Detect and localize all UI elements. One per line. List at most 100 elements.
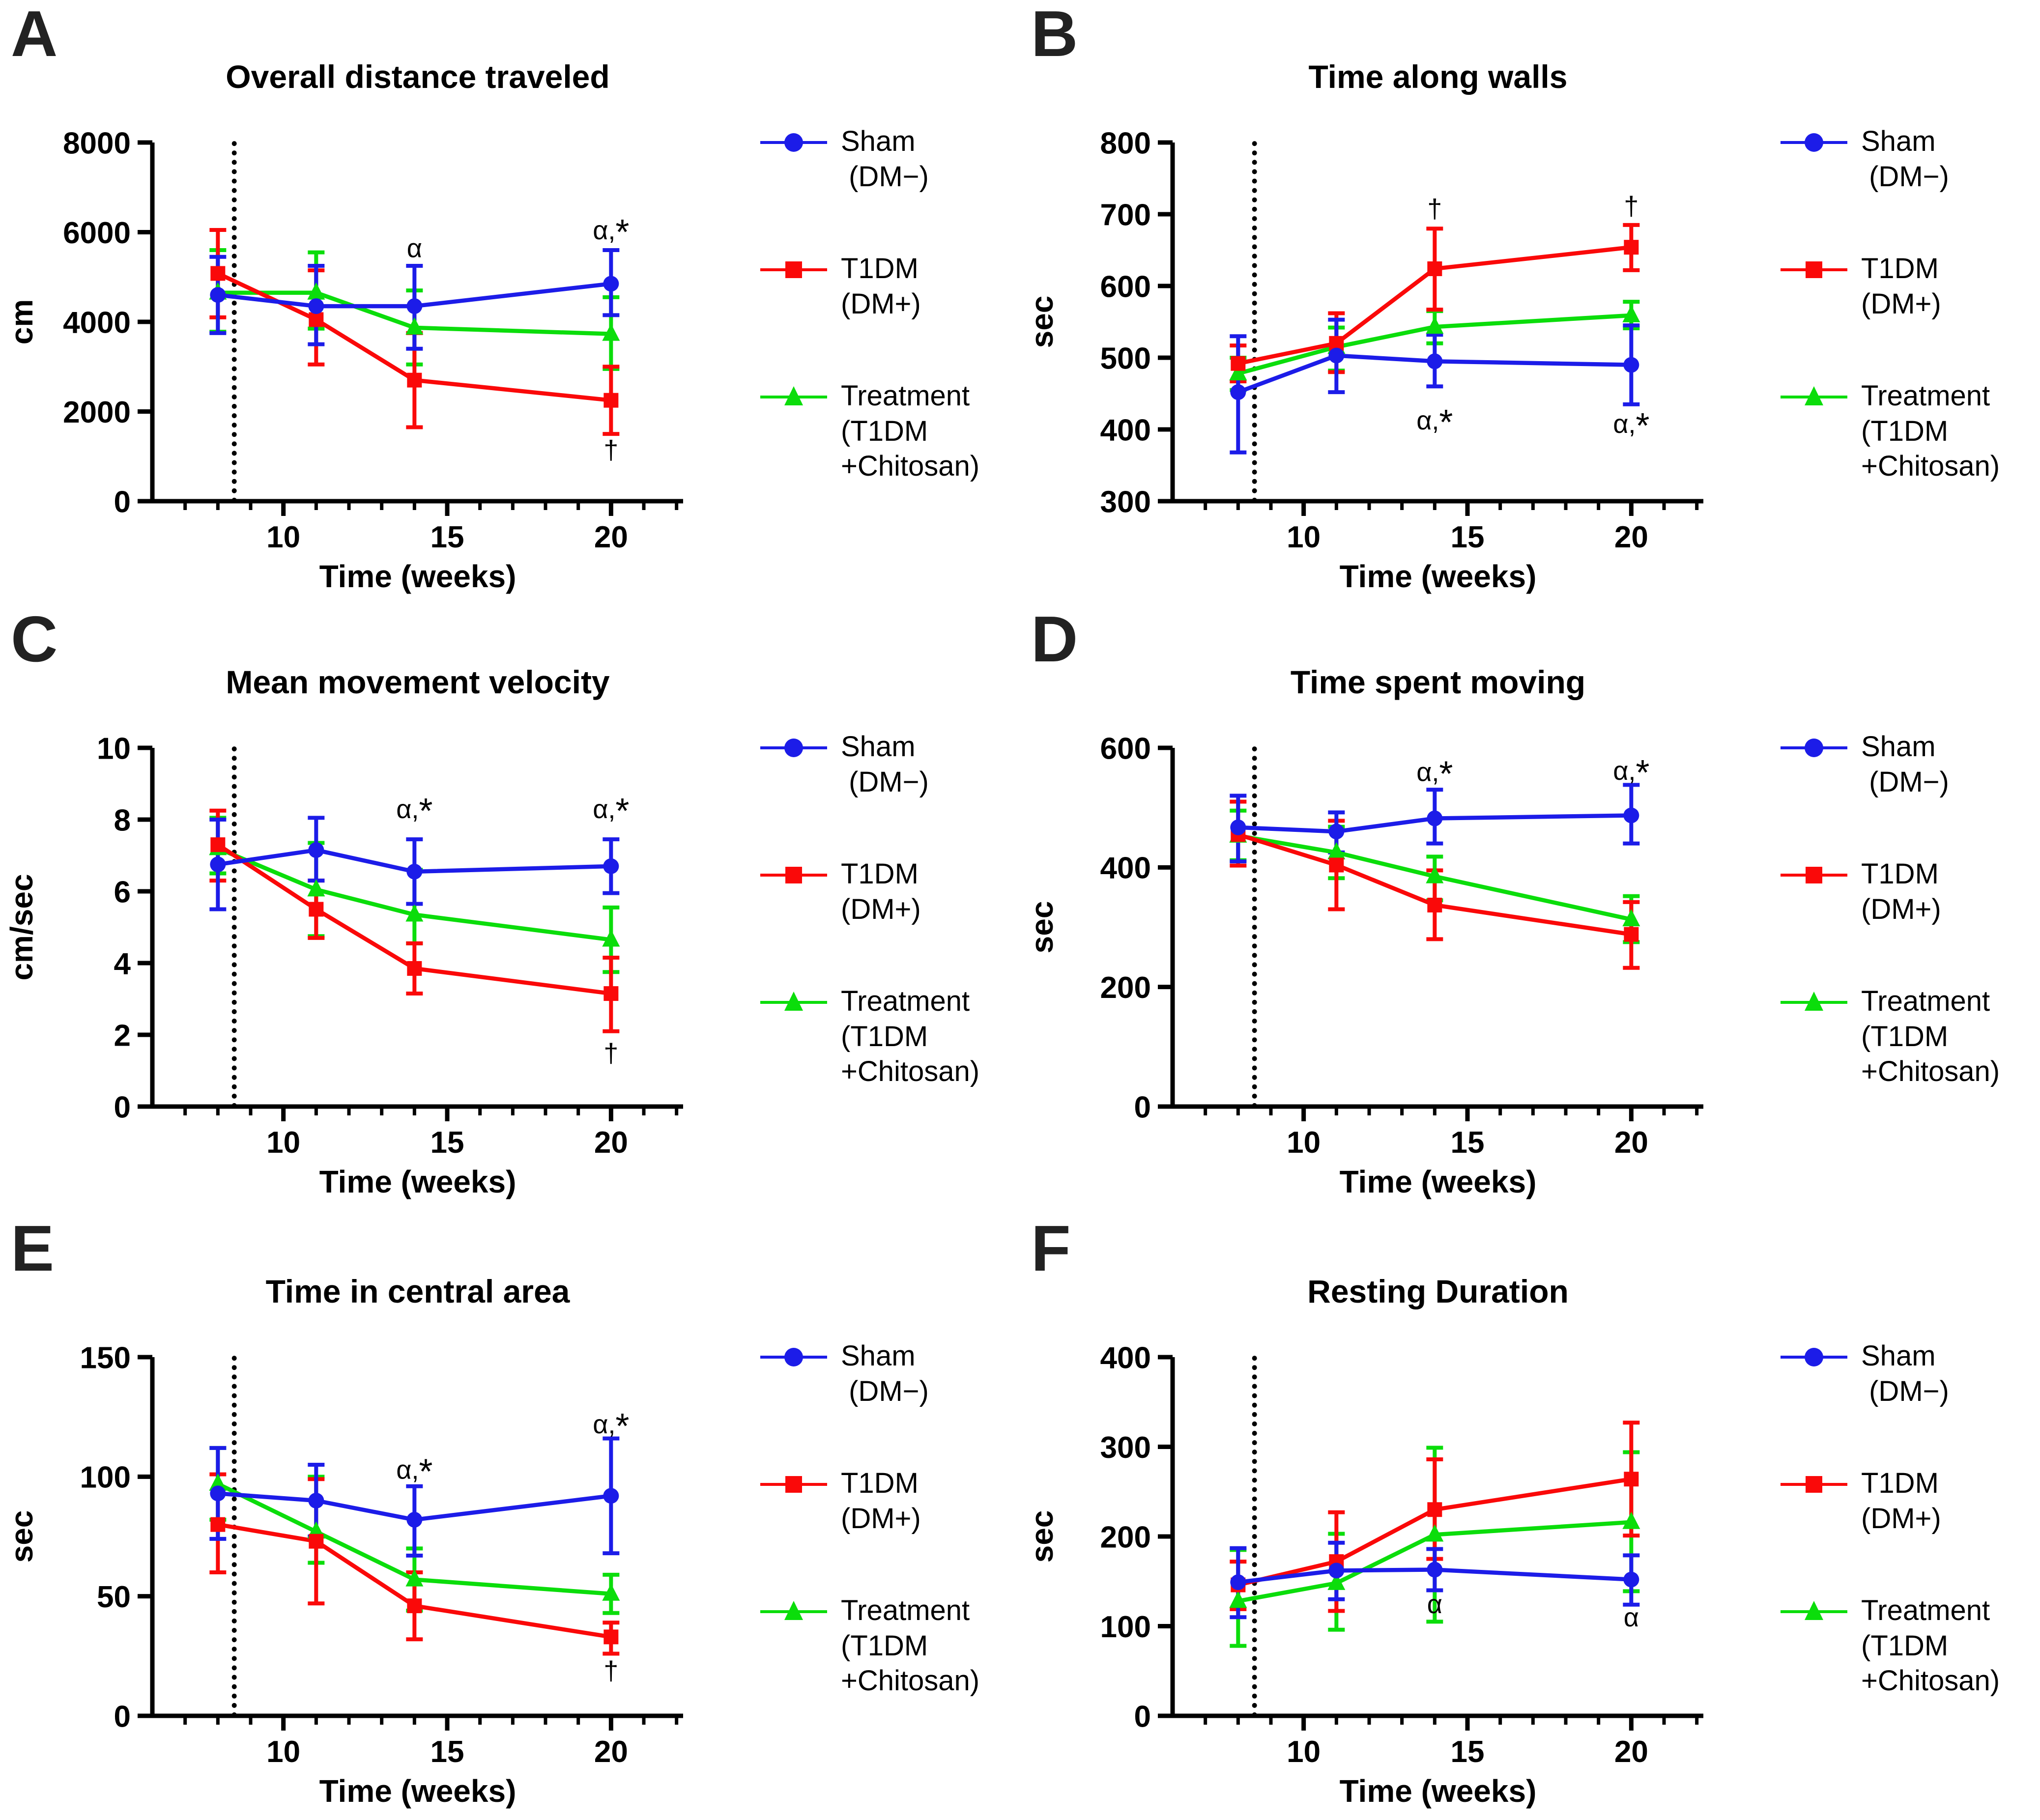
y-tick-label: 8000 [63, 126, 131, 160]
y-tick-label: 100 [1100, 1610, 1151, 1644]
t1dm-square-marker-icon [1781, 1476, 1847, 1493]
y-tick-label: 50 [97, 1580, 131, 1614]
legend-label-line: (T1DM [1861, 415, 1949, 447]
y-tick-label: 6 [114, 875, 131, 909]
legend-label-line: T1DM [841, 1467, 919, 1499]
data-point [1230, 1574, 1246, 1591]
significance-annotation: α,* [396, 1452, 432, 1492]
data-point [405, 1569, 424, 1587]
data-point [1231, 356, 1246, 371]
legend-entry-treatment: Treatment (T1DM +Chitosan) [1780, 1593, 2000, 1699]
legend-label-line: (DM+) [1861, 893, 1941, 925]
data-point [307, 879, 325, 897]
circle-glyph [784, 133, 803, 152]
data-point [210, 837, 226, 853]
legend-label: T1DM (DM+) [841, 1466, 921, 1536]
triangle-glyph [784, 386, 803, 405]
t1dm-square-marker-icon [1781, 261, 1847, 278]
significance-annotation: α,* [593, 792, 629, 831]
legend-label-line: Treatment [841, 1594, 970, 1626]
data-point [1427, 897, 1442, 912]
x-axis-title: Time (weeks) [319, 559, 517, 594]
y-tick-label: 0 [1134, 1700, 1151, 1734]
series-sham-markers [210, 1485, 619, 1528]
data-point [1230, 819, 1246, 835]
legend-entry-t1dm: T1DM (DM+) [1780, 1466, 2000, 1536]
data-point [1327, 1572, 1346, 1590]
data-point [1229, 1591, 1247, 1608]
series-treatment-line [217, 1482, 611, 1596]
legend-label: T1DM (DM+) [1861, 1466, 1941, 1536]
square-glyph [785, 866, 802, 883]
series-t1dm-line [217, 1522, 611, 1639]
circle-glyph [784, 1348, 803, 1366]
plot-area-B: 10 15 20 300 400 500 600 700 800 sec † † α,* α,* [1024, 126, 1703, 554]
y-axis-title: cm/sec [4, 874, 39, 980]
legend-label-line: (DM+) [841, 287, 921, 320]
circle-glyph [1805, 739, 1823, 757]
data-point [210, 287, 226, 303]
legend-entry-sham: Sham (DM−) [759, 1338, 979, 1409]
sham-circle-marker-icon [1781, 739, 1847, 757]
triangle-glyph [784, 1600, 803, 1620]
legend-label-line: (DM−) [1861, 1375, 1949, 1407]
series-t1dm-markers [210, 266, 619, 408]
y-tick-label: 4000 [63, 306, 131, 340]
significance-annotation: α,* [396, 792, 432, 831]
panel-title: Overall distance traveled [226, 58, 610, 95]
data-point [1426, 866, 1444, 883]
plot-area-A: 10 15 20 0 2000 4000 6000 8000 cm α α,* † [4, 126, 683, 554]
data-point [210, 266, 226, 281]
triangle-glyph [1805, 1600, 1823, 1620]
data-point [1327, 842, 1346, 859]
legend-label: T1DM (DM+) [841, 856, 921, 927]
y-tick-label: 0 [1134, 1090, 1151, 1124]
significance-annotation: † [1624, 191, 1638, 221]
data-point [1622, 1511, 1640, 1529]
legend-label-line: Sham [841, 125, 916, 157]
significance-annotation: α [1624, 1603, 1639, 1632]
series-sham-markers [1230, 807, 1639, 840]
t1dm-square-marker-icon [1781, 866, 1847, 883]
data-point [406, 863, 423, 880]
legend-label: Sham (DM−) [1861, 124, 1949, 195]
y-tick-label: 600 [1100, 270, 1151, 304]
t1dm-square-marker-icon [760, 1476, 827, 1493]
legend-label-line: Treatment [1861, 1594, 1990, 1626]
legend-label-line: Sham [841, 1340, 916, 1372]
legend-label-line: (DM+) [841, 893, 921, 925]
legend-label-line: (DM−) [841, 766, 929, 798]
legend-label-line: Treatment [1861, 985, 1990, 1017]
x-tick-label: 10 [1287, 1735, 1321, 1769]
legend-label-line: +Chitosan) [1861, 1055, 2000, 1088]
data-point [405, 317, 424, 335]
legend: Sham (DM−) T1DM (DM+) Treatment (T1DM +Chitos… [1780, 1338, 2000, 1699]
legend-label-line: (T1DM [1861, 1020, 1949, 1052]
x-tick-label: 20 [1614, 520, 1648, 554]
circle-glyph [1805, 133, 1823, 152]
series-t1dm-line [217, 271, 611, 402]
triangle-glyph [784, 991, 803, 1011]
series-sham-markers [1230, 1562, 1639, 1591]
data-point [602, 929, 620, 947]
legend: Sham (DM−) T1DM (DM+) Treatment (T1DM +Chitos… [759, 124, 979, 484]
y-tick-label: 400 [1100, 413, 1151, 447]
panel-E: E Time in central area 10 15 20 0 50 100 150 se… [0, 1214, 1020, 1820]
x-tick-label: 20 [594, 1735, 628, 1769]
series-sham-line [1237, 1567, 1632, 1585]
y-tick-label: 2 [114, 1019, 131, 1052]
x-axis-title: Time (weeks) [1339, 1164, 1537, 1199]
square-glyph [1806, 261, 1822, 278]
data-point [1624, 1472, 1639, 1487]
data-point [1622, 305, 1640, 322]
series-t1dm-markers [1231, 827, 1639, 942]
x-axis-title: Time (weeks) [319, 1773, 517, 1809]
data-point [1427, 353, 1443, 370]
series-t1dm-line [1237, 832, 1632, 937]
panel-title: Mean movement velocity [226, 664, 610, 700]
axes: 10 15 20 0 2000 4000 6000 8000 [63, 126, 683, 554]
series-treatment-line [1237, 1520, 1632, 1603]
legend-entry-t1dm: T1DM (DM+) [759, 1466, 979, 1536]
